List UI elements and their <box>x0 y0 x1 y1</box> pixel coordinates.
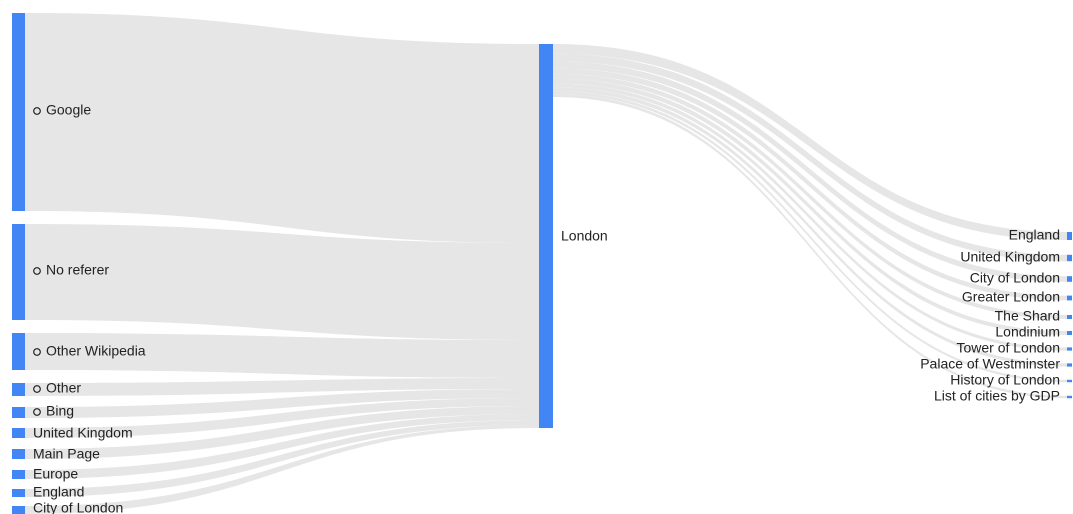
node-dest-city-of-london[interactable] <box>1067 276 1072 282</box>
label-source-other: Other <box>46 380 81 396</box>
label-source-city-of-london: City of London <box>33 500 123 514</box>
link-london-to-united-kingdom[interactable] <box>553 53 1067 262</box>
label-dest-list-of-cities-by-gdp: List of cities by GDP <box>934 388 1060 404</box>
link-main-page-to-london[interactable] <box>25 406 539 459</box>
node-dest-list-of-cities-by-gdp[interactable] <box>1067 395 1072 399</box>
link-london-to-england[interactable] <box>553 44 1067 240</box>
label-dest-city-of-london: City of London <box>970 270 1060 286</box>
link-london-to-londinium[interactable] <box>553 78 1067 335</box>
expand-circle-icon[interactable] <box>33 385 41 393</box>
node-dest-the-shard[interactable] <box>1067 315 1072 319</box>
label-source-england: England <box>33 484 84 500</box>
link-london-to-greater-london[interactable] <box>553 68 1067 301</box>
link-london-to-history-of-london[interactable] <box>553 91 1067 383</box>
sankey-links <box>25 13 1067 514</box>
link-london-to-city-of-london[interactable] <box>553 61 1067 282</box>
link-google-to-london[interactable] <box>25 13 539 243</box>
link-bing-to-london[interactable] <box>25 389 539 418</box>
link-london-to-the-shard[interactable] <box>553 73 1067 319</box>
expand-circle-icon[interactable] <box>33 408 41 416</box>
node-source-no-referer[interactable] <box>12 224 25 320</box>
label-dest-england: England <box>1009 227 1060 243</box>
node-source-city-of-london[interactable] <box>12 506 25 514</box>
link-london-to-palace-of-westminster[interactable] <box>553 87 1067 367</box>
link-united-kingdom-to-london[interactable] <box>25 398 539 438</box>
node-source-europe[interactable] <box>12 470 25 479</box>
node-dest-londinium[interactable] <box>1067 331 1072 335</box>
link-city-of-london-to-london[interactable] <box>25 425 539 514</box>
label-dest-tower-of-london: Tower of London <box>956 340 1060 356</box>
label-dest-greater-london: Greater London <box>962 289 1060 305</box>
label-source-google: Google <box>46 102 91 118</box>
link-england-to-london[interactable] <box>25 420 539 497</box>
label-source-main-page: Main Page <box>33 446 100 462</box>
node-source-other[interactable] <box>12 383 25 396</box>
expand-circle-icon[interactable] <box>33 107 41 115</box>
label-dest-the-shard: The Shard <box>995 308 1060 324</box>
label-source-united-kingdom: United Kingdom <box>33 425 133 441</box>
node-center-london[interactable] <box>539 44 553 428</box>
node-source-england[interactable] <box>12 489 25 497</box>
link-london-to-list-of-cities-by-gdp[interactable] <box>553 94 1067 399</box>
sankey-labels: Google No referer Other Wikipedia Other Bing… <box>33 102 1060 514</box>
label-center-london: London <box>561 228 608 244</box>
node-source-bing[interactable] <box>12 407 25 418</box>
expand-circle-icon[interactable] <box>33 267 41 275</box>
node-dest-history-of-london[interactable] <box>1067 379 1072 383</box>
node-dest-united-kingdom[interactable] <box>1067 254 1072 262</box>
link-europe-to-london[interactable] <box>25 414 539 479</box>
label-source-other-wikipedia: Other Wikipedia <box>46 343 146 359</box>
node-source-google[interactable] <box>12 13 25 211</box>
link-no-referer-to-london[interactable] <box>25 224 539 340</box>
label-dest-palace-of-westminster: Palace of Westminster <box>920 356 1060 372</box>
node-source-united-kingdom[interactable] <box>12 428 25 438</box>
link-london-to-tower-of-london[interactable] <box>553 83 1067 351</box>
label-source-europe: Europe <box>33 466 78 482</box>
label-source-no-referer: No referer <box>46 262 109 278</box>
node-source-other-wikipedia[interactable] <box>12 333 25 370</box>
label-dest-united-kingdom: United Kingdom <box>960 249 1060 265</box>
label-dest-history-of-london: History of London <box>950 372 1060 388</box>
expand-circle-icon[interactable] <box>33 348 41 356</box>
node-dest-palace-of-westminster[interactable] <box>1067 363 1072 367</box>
label-source-bing: Bing <box>46 403 74 419</box>
node-dest-tower-of-london[interactable] <box>1067 347 1072 351</box>
node-dest-england[interactable] <box>1067 232 1072 240</box>
sankey-nodes <box>12 13 1072 514</box>
link-other-wikipedia-to-london[interactable] <box>25 333 539 378</box>
link-other-to-london[interactable] <box>25 378 539 396</box>
label-dest-londinium: Londinium <box>995 324 1060 340</box>
node-source-main-page[interactable] <box>12 449 25 459</box>
node-dest-greater-london[interactable] <box>1067 295 1072 301</box>
